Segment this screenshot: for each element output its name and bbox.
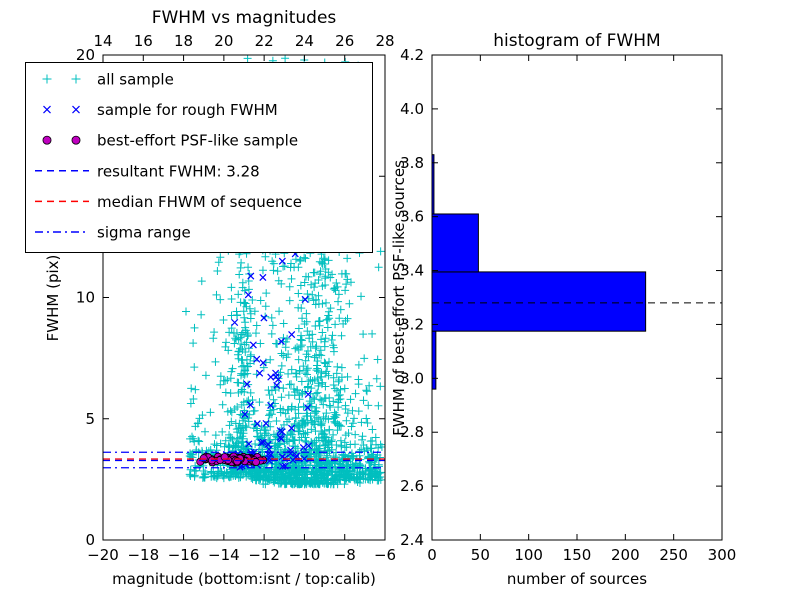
top-tick-label: 16	[134, 32, 153, 50]
x-tick-label: 0	[427, 546, 437, 564]
x-tick-label: 150	[563, 546, 592, 564]
x-tick-label: −10	[289, 546, 321, 564]
top-tick-label: 26	[335, 32, 354, 50]
y-tick-label: 3.4	[400, 262, 424, 280]
x-tick-label: −8	[334, 546, 356, 564]
top-tick-label: 14	[93, 32, 112, 50]
right-plot-ylabel: FWHM of best-effort PSF-like sources	[390, 160, 408, 436]
x-tick-label: 50	[471, 546, 490, 564]
y-tick-label: 2.6	[400, 477, 424, 495]
y-tick-label: 20	[76, 46, 95, 64]
y-tick-label: 5	[85, 410, 95, 428]
x-tick-label: 250	[659, 546, 688, 564]
top-tick-label: 24	[295, 32, 314, 50]
right-plot: 0 50 100 150 200 250 300 2.4 2.6 2.8 3.0 3.2 3.4 3.6 3…	[400, 46, 736, 564]
y-tick-label: 3.2	[400, 315, 424, 333]
legend-label: best-effort PSF-like sample	[97, 132, 298, 150]
left-plot-xlabel: magnitude (bottom:isnt / top:calib)	[112, 570, 376, 588]
x-tick-label: −6	[374, 546, 396, 564]
legend-label: sigma range	[97, 224, 191, 242]
y-tick-label: 4.0	[400, 100, 424, 118]
right-plot-xlabel: number of sources	[507, 570, 647, 588]
y-tick-label: 3.6	[400, 208, 424, 226]
top-tick-label: 28	[375, 32, 394, 50]
legend-box	[25, 62, 373, 253]
y-tick-label: 2.4	[400, 531, 424, 549]
top-tick-label: 18	[174, 32, 193, 50]
legend-label: all sample	[97, 71, 174, 89]
left-plot: −20 14 −18 16 −16 18 −14 20 −12 22 −10 24 −8 26 −6 28 0 5…	[76, 32, 396, 564]
y-tick-label: 3.8	[400, 154, 424, 172]
x-tick-label: 200	[611, 546, 640, 564]
x-tick-label: −16	[168, 546, 200, 564]
y-tick-label: 3.0	[400, 369, 424, 387]
y-tick-label: 0	[85, 531, 95, 549]
legend: all sample sample for rough FWHM best-effo…	[25, 62, 373, 253]
legend-label: median FHWM of sequence	[97, 193, 302, 211]
right-plot-title: histogram of FWHM	[493, 31, 660, 51]
top-tick-label: 20	[214, 32, 233, 50]
x-tick-label: −18	[127, 546, 159, 564]
histogram-bar	[431, 213, 479, 273]
left-plot-title: FWHM vs magnitudes	[152, 8, 337, 28]
y-tick-label: 2.8	[400, 423, 424, 441]
top-tick-label: 22	[255, 32, 274, 50]
legend-label: sample for rough FWHM	[97, 101, 278, 119]
x-tick-label: −20	[87, 546, 119, 564]
histogram-bar	[431, 330, 437, 390]
y-tick-label: 10	[76, 289, 95, 307]
x-tick-label: 300	[708, 546, 737, 564]
x-tick-label: −14	[208, 546, 240, 564]
y-tick-label: 4.2	[400, 46, 424, 64]
left-plot-ylabel: FWHM (pix)	[44, 255, 62, 342]
x-tick-label: −12	[248, 546, 280, 564]
legend-label: resultant FWHM: 3.28	[97, 162, 260, 180]
histogram-bar	[431, 271, 647, 332]
x-tick-label: 100	[514, 546, 543, 564]
